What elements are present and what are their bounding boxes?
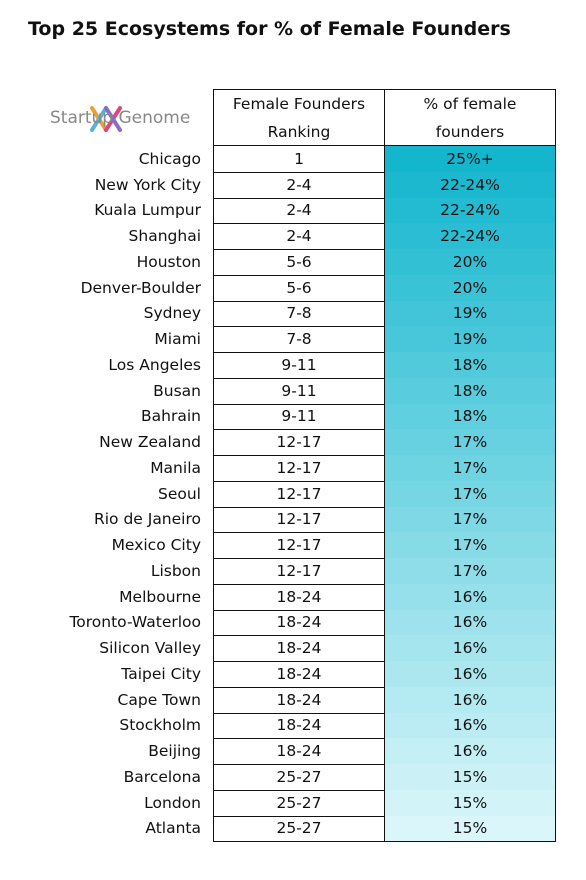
rank-cell: 12-17 xyxy=(213,429,385,456)
percent-cell: 17% xyxy=(385,506,556,534)
rank-cell: 9-11 xyxy=(213,352,385,379)
rank-cell: 25-27 xyxy=(213,764,385,791)
rank-cell: 5-6 xyxy=(213,274,385,302)
percent-cell: 16% xyxy=(385,583,556,611)
row-label: Shanghai xyxy=(128,227,201,246)
row-label: Melbourne xyxy=(119,587,201,606)
row-label: Silicon Valley xyxy=(99,639,201,658)
row-label: Toronto-Waterloo xyxy=(69,613,201,632)
column-header: % of female founders xyxy=(385,89,556,146)
row-label: Seoul xyxy=(158,484,201,503)
percent-cell: 18% xyxy=(385,352,556,379)
column-header: Female Founders Ranking xyxy=(213,89,385,146)
row-label: Busan xyxy=(153,381,201,400)
row-label: Denver-Boulder xyxy=(80,278,201,297)
rank-cell: 2-4 xyxy=(213,197,385,225)
row-label: Bahrain xyxy=(141,407,201,426)
percent-cell: 15% xyxy=(385,764,556,791)
title: Top 25 Ecosystems for % of Female Founde… xyxy=(28,18,511,40)
rank-cell: 18-24 xyxy=(213,661,385,688)
percent-cell: 16% xyxy=(385,661,556,688)
rank-cell: 25-27 xyxy=(213,789,385,817)
row-label: Lisbon xyxy=(150,561,201,580)
row-label: New Zealand xyxy=(99,433,201,452)
percent-cell: 17% xyxy=(385,532,556,559)
row-label: Taipei City xyxy=(121,664,201,683)
row-label: Beijing xyxy=(148,742,201,761)
percent-cell: 22-24% xyxy=(385,197,556,225)
rank-cell: 18-24 xyxy=(213,635,385,662)
percent-cell: 19% xyxy=(385,326,556,353)
rank-cell: 18-24 xyxy=(213,738,385,765)
rank-cell: 12-17 xyxy=(213,480,385,508)
row-label: Stockholm xyxy=(119,716,201,735)
rank-cell: 18-24 xyxy=(213,686,385,714)
rank-cell: 25-27 xyxy=(213,815,385,843)
row-label: Houston xyxy=(136,252,201,271)
rank-cell: 1 xyxy=(213,146,385,173)
rank-cell: 9-11 xyxy=(213,403,385,431)
row-label: Mexico City xyxy=(111,536,201,555)
rank-cell: 18-24 xyxy=(213,583,385,611)
percent-cell: 17% xyxy=(385,480,556,508)
percent-cell: 18% xyxy=(385,377,556,405)
percent-cell: 20% xyxy=(385,249,556,276)
rank-cell: 5-6 xyxy=(213,249,385,276)
percent-cell: 18% xyxy=(385,403,556,431)
percent-cell: 15% xyxy=(385,789,556,817)
percent-cell: 17% xyxy=(385,558,556,585)
row-label: Barcelona xyxy=(123,767,201,786)
rank-cell: 2-4 xyxy=(213,223,385,250)
percent-cell: 25%+ xyxy=(385,146,556,173)
rank-cell: 7-8 xyxy=(213,326,385,353)
row-label: Kuala Lumpur xyxy=(94,201,201,220)
percent-cell: 20% xyxy=(385,274,556,302)
percent-cell: 17% xyxy=(385,429,556,456)
percent-cell: 16% xyxy=(385,738,556,765)
row-label: Manila xyxy=(150,458,201,477)
percent-cell: 17% xyxy=(385,455,556,482)
percent-cell: 16% xyxy=(385,635,556,662)
row-label: Sydney xyxy=(143,304,201,323)
row-label: Rio de Janeiro xyxy=(93,510,201,529)
row-label: New York City xyxy=(94,175,201,194)
rank-cell: 2-4 xyxy=(213,171,385,199)
percent-cell: 16% xyxy=(385,686,556,714)
rank-cell: 12-17 xyxy=(213,532,385,559)
rank-cell: 12-17 xyxy=(213,558,385,585)
row-label: Cape Town xyxy=(117,690,201,709)
percent-cell: 16% xyxy=(385,712,556,740)
rank-cell: 7-8 xyxy=(213,300,385,328)
percent-cell: 15% xyxy=(385,815,556,843)
percent-cell: 19% xyxy=(385,300,556,328)
rank-cell: 18-24 xyxy=(213,609,385,637)
logo-icon xyxy=(90,106,122,132)
rank-cell: 12-17 xyxy=(213,455,385,482)
row-label: Atlanta xyxy=(145,819,201,838)
percent-cell: 16% xyxy=(385,609,556,637)
row-label: Miami xyxy=(154,330,201,349)
percent-cell: 22-24% xyxy=(385,223,556,250)
rank-cell: 12-17 xyxy=(213,506,385,534)
row-label: Chicago xyxy=(138,149,201,168)
row-label: London xyxy=(144,793,201,812)
rank-cell: 9-11 xyxy=(213,377,385,405)
logo-text: Startup Genome xyxy=(50,108,191,128)
row-label: Los Angeles xyxy=(108,355,201,374)
rank-cell: 18-24 xyxy=(213,712,385,740)
percent-cell: 22-24% xyxy=(385,171,556,199)
